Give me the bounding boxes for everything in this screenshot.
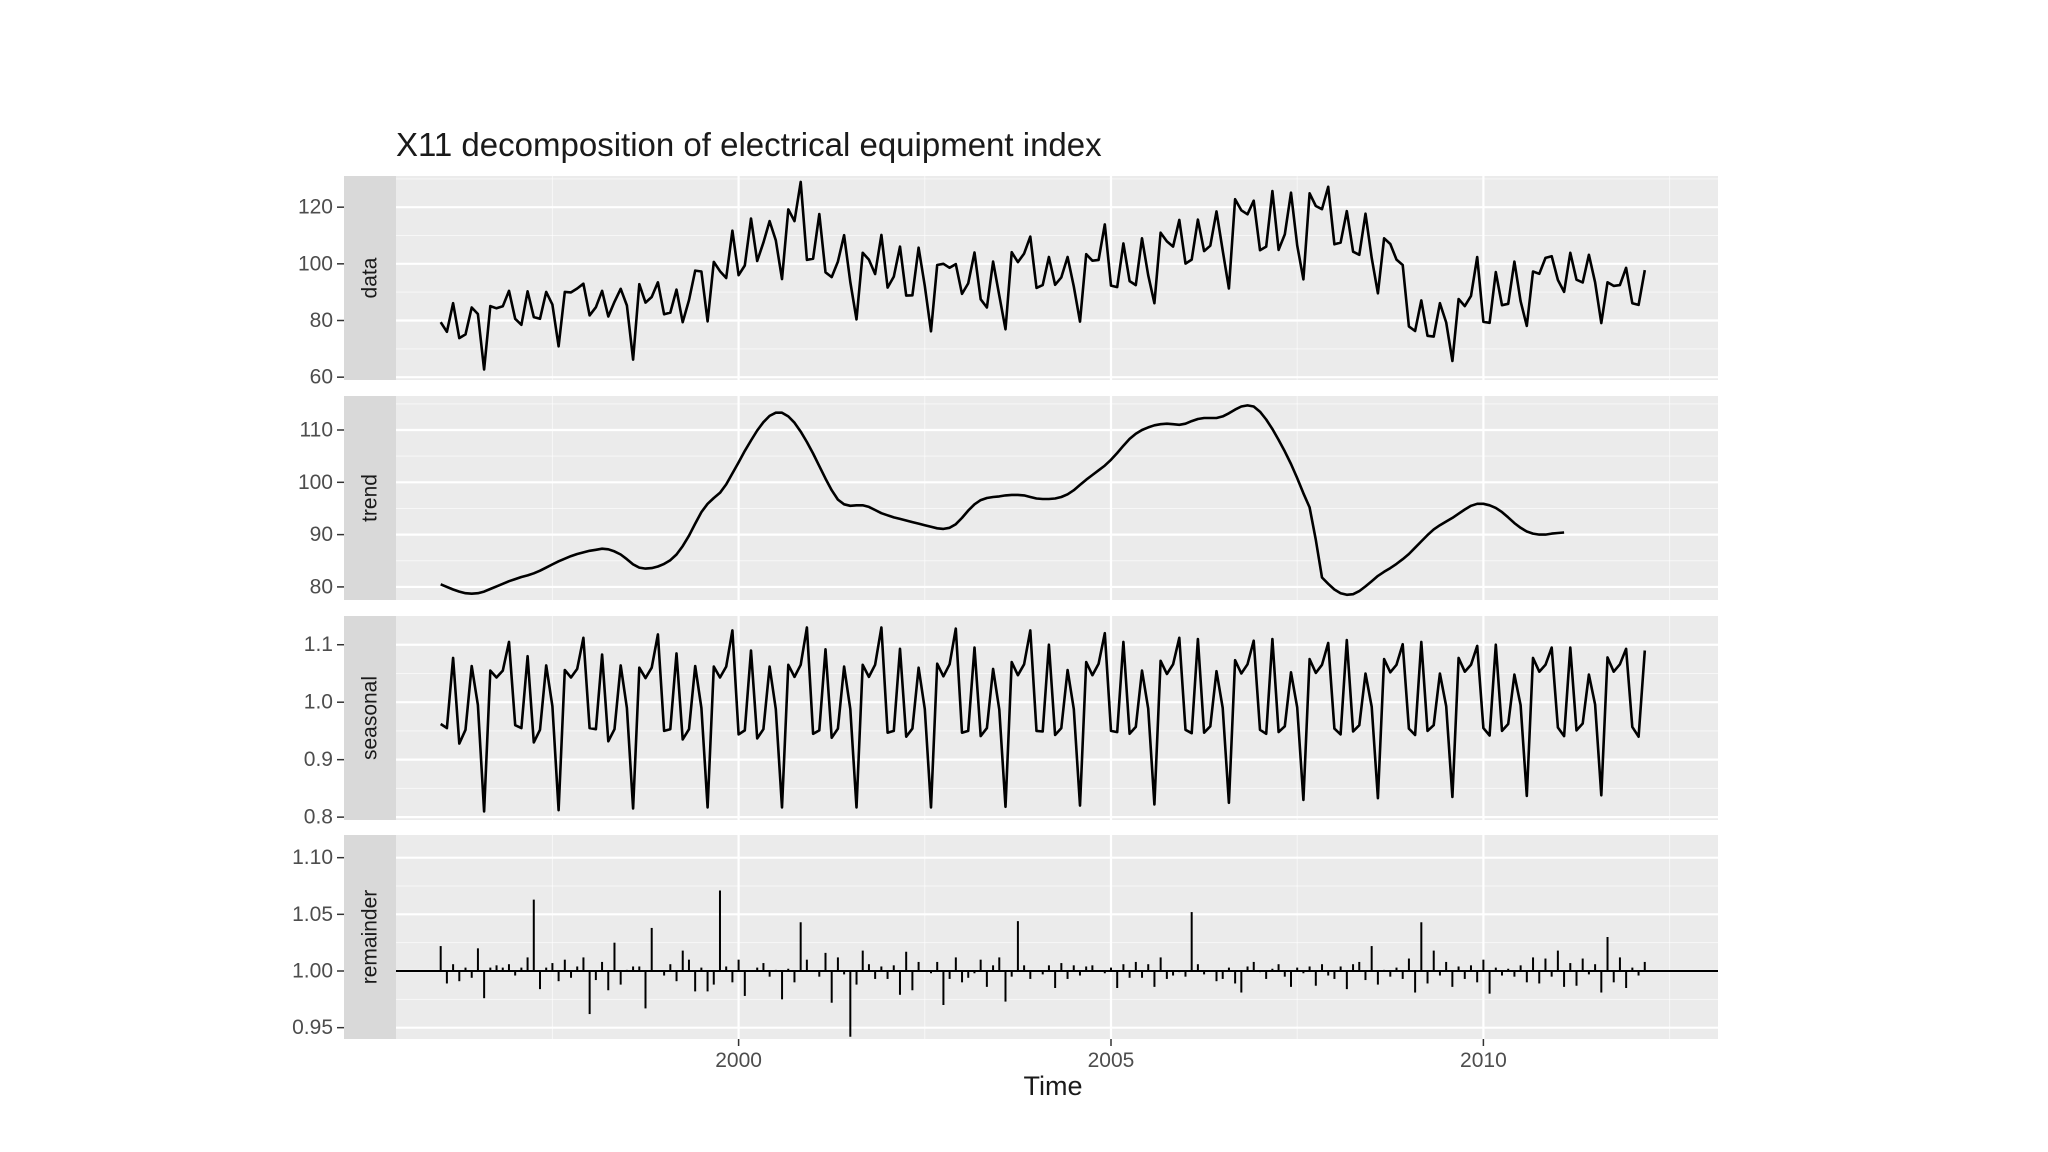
y-tick-label: 80: [310, 309, 333, 332]
y-tick-label: 1.0: [304, 691, 333, 714]
strip-label-trend: trend: [359, 474, 382, 522]
strip-seasonal: [344, 616, 396, 820]
y-tick-label: 100: [298, 252, 333, 275]
y-tick-label: 110: [300, 419, 333, 442]
panels: data 60 80 100 120 trend 80 90 100 110 seasonal 0.8…: [292, 176, 1718, 1039]
strip-remainder: [344, 835, 396, 1039]
y-tick-label: 120: [298, 196, 333, 219]
strip-label-remainder: remainder: [359, 890, 382, 985]
x-axis: 2000 2005 2010: [715, 1039, 1507, 1072]
panel-background: [396, 835, 1718, 1039]
y-tick-label: 60: [310, 366, 333, 389]
strip-label-seasonal: seasonal: [359, 676, 382, 760]
series-line-seasonal: [439, 626, 1647, 813]
strip-data: [344, 176, 396, 380]
y-tick-label: 100: [298, 471, 333, 494]
y-tick-label: 80: [310, 575, 333, 598]
x-axis-title: Time: [1024, 1071, 1083, 1101]
strip-label-data: data: [359, 257, 382, 298]
x-tick-label: 2000: [715, 1049, 762, 1072]
series-line-data: [439, 180, 1647, 371]
panel-trend: trend 80 90 100 110: [298, 396, 1718, 600]
y-tick-label: 1.10: [292, 846, 333, 869]
panel-background: [396, 616, 1718, 820]
strip-trend: [344, 396, 396, 600]
panel-seasonal: seasonal 0.8 0.9 1.0 1.1: [304, 616, 1718, 829]
y-tick-label: 90: [310, 523, 333, 546]
chart-title: X11 decomposition of electrical equipmen…: [396, 126, 1102, 163]
panel-remainder: remainder 0.95 1.00 1.05 1.10: [292, 835, 1718, 1039]
remainder-spikes: [439, 890, 1646, 1037]
series-line-trend: [440, 404, 1565, 597]
y-tick-label: 0.95: [292, 1016, 333, 1039]
x-tick-label: 2010: [1460, 1049, 1507, 1072]
y-tick-label: 1.05: [292, 903, 333, 926]
y-tick-label: 1.00: [292, 960, 333, 983]
y-tick-label: 0.8: [304, 806, 333, 829]
y-tick-label: 0.9: [304, 748, 333, 771]
y-tick-label: 1.1: [304, 633, 333, 656]
x-tick-label: 2005: [1088, 1049, 1135, 1072]
panel-data: data 60 80 100 120: [298, 176, 1718, 389]
